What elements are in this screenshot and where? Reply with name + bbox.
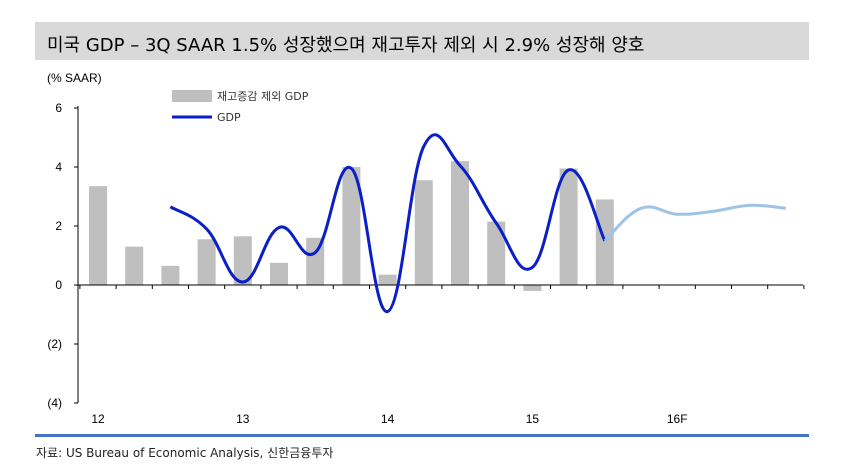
bar (342, 167, 361, 285)
legend-swatch-bar (172, 90, 212, 102)
y-tick-label: (4) (47, 396, 62, 410)
gdp-forecast-line (603, 203, 786, 242)
bar (125, 246, 144, 285)
title-bar: 미국 GDP – 3Q SAAR 1.5% 성장했으며 재고투자 제외 시 2.… (35, 22, 809, 60)
y-axis-label: (% SAAR) (47, 71, 102, 85)
bar (306, 237, 325, 285)
x-tick-label: 15 (526, 412, 540, 426)
bar (523, 285, 542, 291)
axis-labels: 6 4 2 0 (2) (4) (% SAAR) 12 13 14 15 16F (47, 71, 688, 426)
y-tick-label: (2) (47, 337, 62, 351)
legend: 재고증감 제외 GDP GDP (172, 90, 309, 124)
chart-title: 미국 GDP – 3Q SAAR 1.5% 성장했으며 재고투자 제외 시 2.… (47, 35, 645, 56)
source-divider (35, 434, 809, 437)
line-series (169, 133, 786, 314)
x-tick-label: 14 (381, 412, 395, 426)
bar (197, 239, 216, 285)
bar (487, 221, 506, 285)
bar (161, 265, 180, 285)
gdp-line (169, 133, 607, 314)
y-tick-label: 4 (55, 160, 62, 174)
bar (559, 168, 578, 285)
x-tick-label: 12 (91, 412, 105, 426)
y-tick-label: 0 (55, 278, 62, 292)
bar (233, 236, 252, 285)
source-note: 자료: US Bureau of Economic Analysis, 신한금융… (36, 446, 334, 460)
bar (89, 186, 107, 285)
bar (378, 274, 397, 285)
axes (74, 106, 805, 404)
y-tick-label: 2 (55, 219, 62, 233)
x-tick-label: 16F (667, 412, 688, 426)
bar (270, 262, 288, 285)
bar (451, 161, 469, 285)
bar (595, 199, 614, 285)
y-tick-label: 6 (55, 101, 62, 115)
bar (414, 180, 433, 285)
bar-series (89, 161, 614, 291)
legend-label-line: GDP (217, 111, 241, 124)
legend-label-bar: 재고증감 제외 GDP (217, 90, 309, 103)
x-tick-label: 13 (236, 412, 250, 426)
